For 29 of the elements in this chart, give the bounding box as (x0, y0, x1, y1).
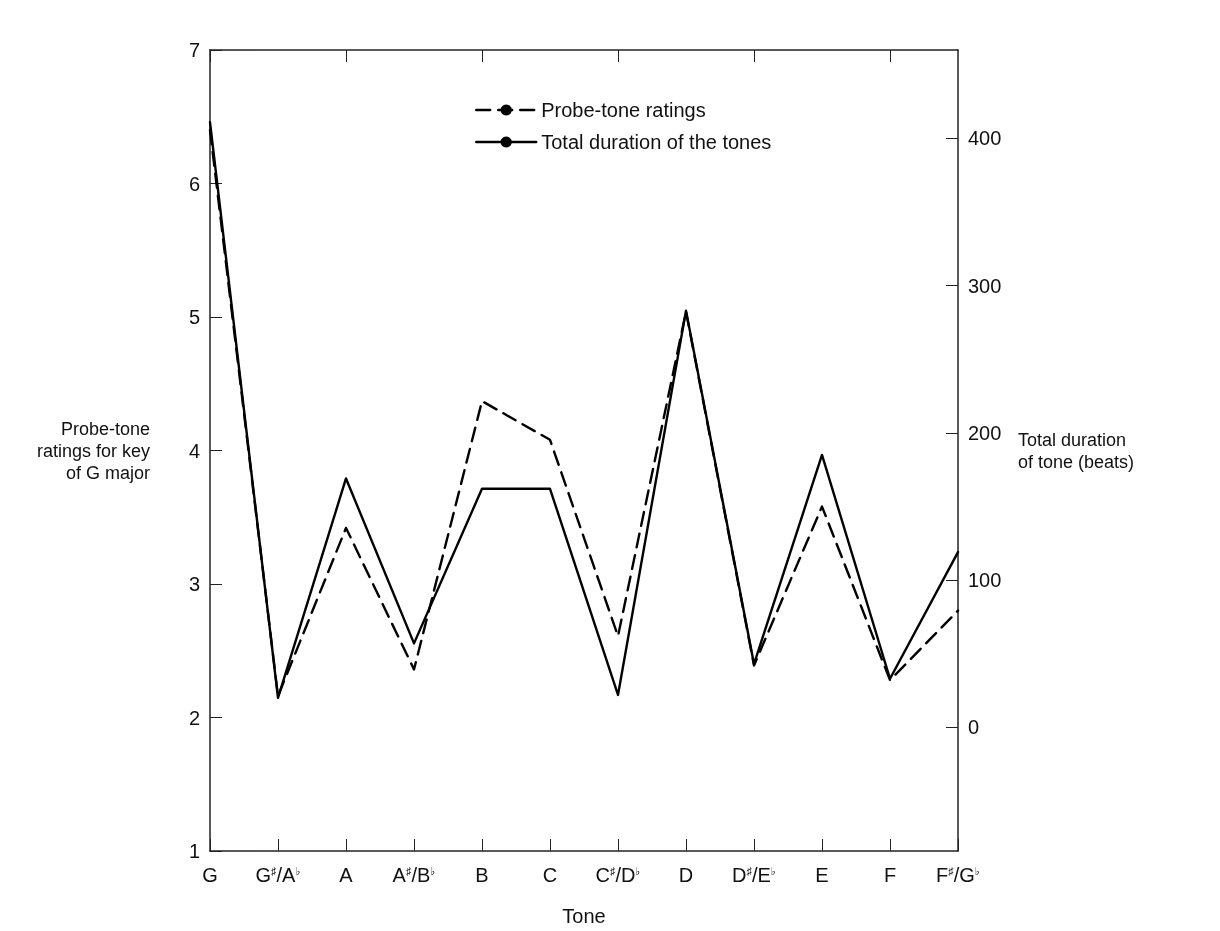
legend-label: Total duration of the tones (541, 131, 772, 153)
y-tick-label: 6 (188, 172, 200, 195)
x-tick-label: F♯/G♭ (935, 864, 981, 886)
y-tick-label: 7 (188, 39, 200, 61)
x-tick-label: D♯/E♭ (731, 864, 777, 886)
y-tick-label: 4 (188, 439, 200, 462)
y-tick-label: 1 (188, 840, 200, 862)
x-tick-label: A♯/B♭ (392, 864, 436, 886)
x-tick-label: G♯/A♭ (255, 864, 301, 886)
y2-tick-label: 400 (968, 127, 1002, 150)
x-tick-label: D (678, 864, 694, 886)
x-tick-label: C (542, 864, 558, 886)
x-tick-label: E (815, 864, 829, 886)
y2-axis-title: Total duration of tone (beats) (1018, 429, 1135, 472)
y-tick-label: 5 (188, 306, 200, 328)
y-axis-title: Probe-tone ratings for key of G major (36, 418, 150, 483)
y-tick-label: 2 (188, 706, 200, 729)
x-tick-label: A (339, 864, 354, 886)
x-tick-label: F (883, 864, 897, 886)
y2-tick-label: 200 (968, 421, 1002, 444)
x-tick-label: G (202, 864, 218, 886)
y2-tick-label: 0 (968, 716, 980, 739)
y2-tick-label: 100 (968, 569, 1002, 592)
legend-label: Probe-tone ratings (541, 99, 706, 121)
y2-tick-label: 300 (968, 274, 1002, 297)
y-tick-label: 3 (188, 573, 200, 595)
x-tick-label: B (475, 864, 489, 886)
x-tick-label: C♯/D♭ (595, 864, 641, 886)
x-axis-title: Tone (562, 905, 606, 927)
